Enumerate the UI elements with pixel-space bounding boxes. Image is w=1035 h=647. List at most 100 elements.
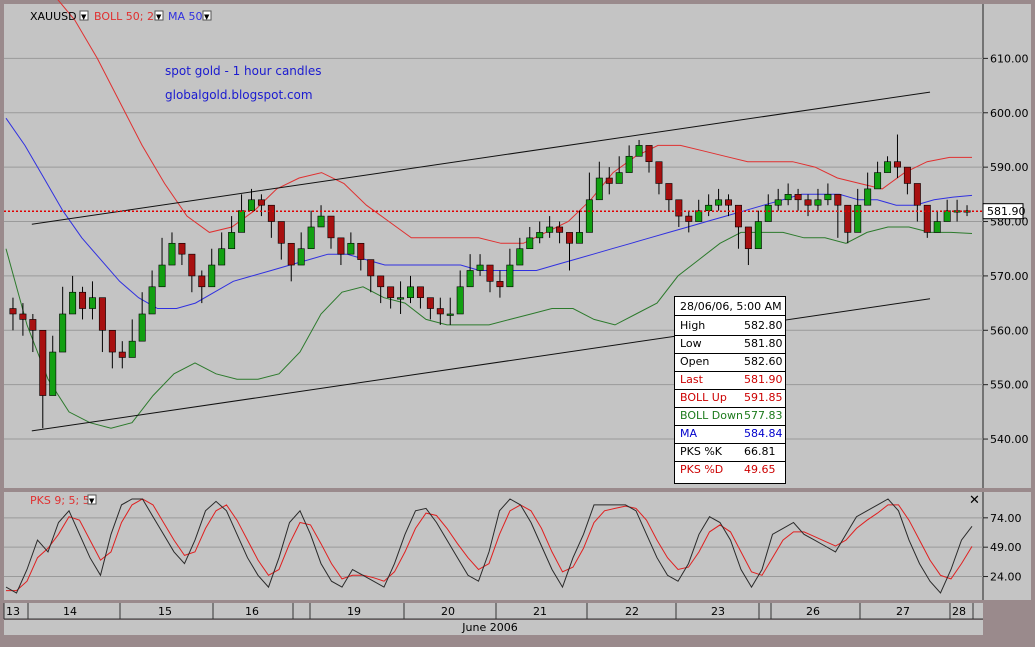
candle-body [357,242,365,260]
oscillator-plot-area [4,492,983,600]
pks-dropdown-button[interactable] [87,494,97,505]
candle-body [387,286,395,298]
candle-body [317,215,325,228]
candle-body [257,199,265,206]
day-axis [4,603,983,619]
candle-body [347,242,355,255]
day-tick-label: 28 [952,605,966,618]
month-axis [4,620,983,635]
candle-body [536,232,544,239]
candle-body [595,177,603,201]
candle-body [138,313,146,342]
pks-legend-label: PKS 9; 5; 5 [30,494,90,507]
oscillator-tick-label: 74.00 [990,512,1022,525]
info-row-divider [675,443,785,444]
info-row-divider [675,353,785,354]
candle-body [903,166,911,184]
oscillator-tick-label: 49.00 [990,541,1022,554]
candle-body [695,210,703,222]
info-row-value: 582.80 [744,319,783,332]
oscillator-value-axis [983,492,1031,600]
symbol-dropdown-button[interactable] [79,10,89,21]
candle-body [864,188,872,206]
candle-body [19,313,27,320]
candle-body [844,204,852,233]
channel-upper-line [31,91,931,225]
candle-body [893,161,901,168]
candle-body [615,172,623,184]
candle-body [49,351,57,396]
boll-upper-line [57,0,972,244]
candle-body [128,340,136,358]
month-label: June 2006 [461,621,517,634]
oscillator-tick-label: 24.00 [990,571,1022,584]
info-row-label: Last [680,373,703,386]
candle-body [98,297,106,331]
candle-body [546,226,554,233]
candle-body [754,221,762,250]
candle-body [287,242,295,266]
data-info-box: 28/06/06, 5:00 AM High 582.80 Low 581.80 Ope… [674,296,786,484]
current-price-label: 581.90 [987,205,1026,218]
candle-body [367,259,375,277]
pks-d-line [6,498,973,592]
price-tick-labels: 610.00600.00590.00580.00570.00560.00550.… [983,52,1029,446]
candle-body [784,194,792,201]
candle-body [208,264,216,288]
price-tick-label: 550.00 [990,379,1029,392]
info-row-divider [675,425,785,426]
info-row-label: Open [680,355,710,368]
candle-body [108,329,116,353]
day-tick-label: 21 [533,605,547,618]
info-row: Last 581.90 [680,373,783,389]
candle-body [834,194,842,206]
boll-lower-line [5,226,973,429]
candle-body [158,264,166,288]
close-panel-icon[interactable]: ✕ [969,493,980,508]
candle-body [605,177,613,184]
info-row-divider [675,461,785,462]
candle-body [178,242,186,255]
candle-body [963,210,971,213]
candle-body [575,232,583,244]
candle-body [556,226,564,233]
candle-body [267,204,275,222]
info-row-label: MA [680,427,698,440]
chevron-down-icon: ▼ [89,497,95,505]
day-tick-label: 14 [63,605,77,618]
candle-body [456,286,464,315]
candle-body [59,313,67,353]
ma-legend-label: MA 50 [168,10,203,23]
candle-body [566,232,573,244]
candle-body [79,291,87,309]
candle-body [884,161,892,173]
candle-body [744,226,752,250]
candle-body [377,275,385,288]
candle-body [327,215,335,239]
boll-dropdown-button[interactable] [154,10,164,21]
candle-body [705,204,713,211]
info-row-label: BOLL Down [680,409,743,422]
candle-body [248,199,255,211]
candle-body [486,264,494,282]
info-row-divider [675,407,785,408]
info-row: Low 581.80 [680,337,783,353]
day-tick-label: 22 [625,605,639,618]
info-row: PKS %K 66.81 [680,445,783,461]
candle-body [118,351,126,358]
main-plot-area [4,4,983,488]
info-row-value: 591.85 [744,391,783,404]
info-row-label: Low [680,337,702,350]
candle-body [774,199,782,206]
chevron-down-icon: ▼ [81,13,87,21]
candlesticks [9,134,971,429]
candle-body [506,264,514,288]
boll-legend-label: BOLL 50; 2 [94,10,154,23]
candle-body [168,242,176,266]
info-row-label: PKS %K [680,445,722,458]
info-row-label: High [680,319,706,332]
candle-body [734,204,742,228]
candle-body [585,199,593,233]
candle-body [188,253,196,277]
ma-dropdown-button[interactable] [202,10,212,21]
